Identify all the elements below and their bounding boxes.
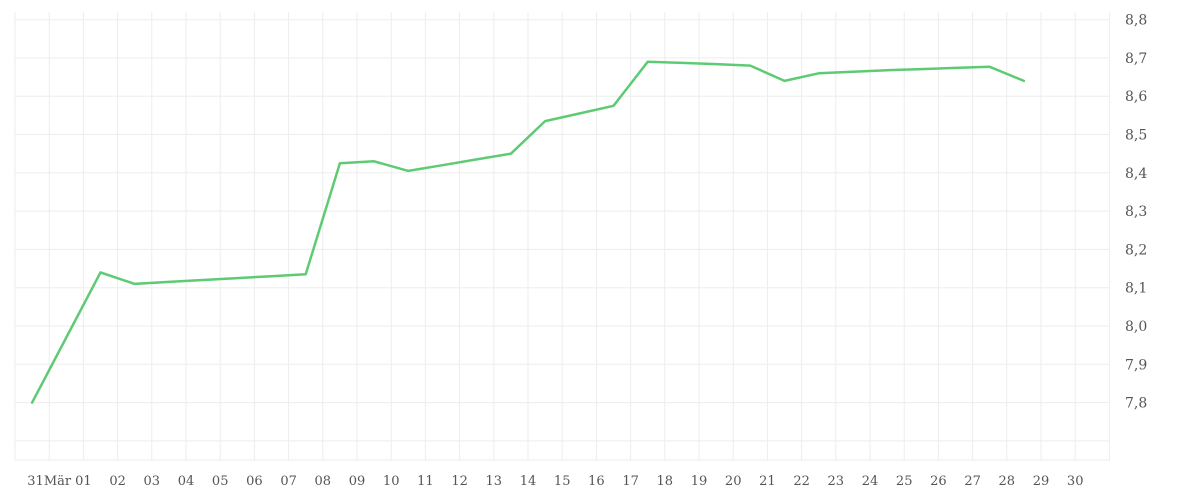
x-axis-tick-label: 13 — [486, 474, 503, 489]
x-axis-tick-label: 28 — [999, 474, 1016, 489]
x-axis-tick-label: 03 — [144, 474, 161, 489]
x-axis-tick-label: 11 — [417, 474, 434, 489]
x-axis-tick-label: 30 — [1067, 474, 1084, 489]
price-line-series — [30, 60, 1026, 404]
x-axis-tick-label: 09 — [349, 474, 366, 489]
y-axis-tick-label: 7,8 — [1125, 396, 1147, 412]
chart-grid — [14, 12, 1110, 461]
x-axis-tick-label: 31Mär — [27, 474, 72, 489]
x-axis-tick-label: 26 — [930, 474, 947, 489]
y-axis-tick-label: 8,3 — [1125, 204, 1147, 220]
x-axis-tick-label: 05 — [212, 474, 229, 489]
y-axis-tick-label: 8,1 — [1125, 281, 1147, 297]
x-axis-tick-label: 19 — [691, 474, 708, 489]
x-axis-tick-label: 23 — [828, 474, 845, 489]
x-axis-tick-label: 02 — [109, 474, 126, 489]
x-axis-tick-label: 20 — [725, 474, 742, 489]
x-axis-tick-label: 22 — [793, 474, 810, 489]
y-axis-tick-label: 8,2 — [1125, 242, 1147, 258]
x-axis-tick-label: 04 — [178, 474, 195, 489]
y-axis-tick-label: 8,5 — [1125, 128, 1147, 144]
x-axis-tick-label: 07 — [280, 474, 297, 489]
y-axis-tick-label: 8,8 — [1125, 13, 1147, 29]
x-axis-tick-label: 24 — [862, 474, 879, 489]
x-axis-tick-label: 25 — [896, 474, 913, 489]
x-axis-tick-label: 08 — [315, 474, 332, 489]
y-axis-tick-label: 7,9 — [1125, 357, 1147, 373]
x-axis-tick-label: 17 — [622, 474, 639, 489]
x-axis-tick-label: 21 — [759, 474, 776, 489]
x-axis-tick-label: 15 — [554, 474, 571, 489]
y-axis-tick-label: 8,4 — [1125, 166, 1147, 182]
x-axis-tick-label: 06 — [246, 474, 263, 489]
x-axis-tick-label: 29 — [1033, 474, 1050, 489]
x-axis-tick-label: 27 — [964, 474, 981, 489]
y-axis-tick-label: 8,0 — [1125, 319, 1147, 335]
x-axis-tick-label: 18 — [657, 474, 674, 489]
x-axis-tick-label: 14 — [520, 474, 537, 489]
y-axis-tick-label: 8,7 — [1125, 51, 1147, 67]
x-axis-tick-label: 10 — [383, 474, 400, 489]
x-axis-labels: 31Mär 01 02 03 04 05 06 07 08 09 10 11 12 13 14 15 16 17 1… — [27, 474, 1083, 489]
y-axis-tick-label: 8,6 — [1125, 89, 1147, 105]
y-axis-labels: 8,8 8,7 8,6 8,5 8,4 8,3 8,2 8,1 8,0 7,9 7,8 — [1125, 13, 1147, 412]
x-axis-tick-label: 12 — [451, 474, 468, 489]
x-axis-tick-label: 01 — [75, 474, 92, 489]
x-axis-tick-label: 16 — [588, 474, 605, 489]
